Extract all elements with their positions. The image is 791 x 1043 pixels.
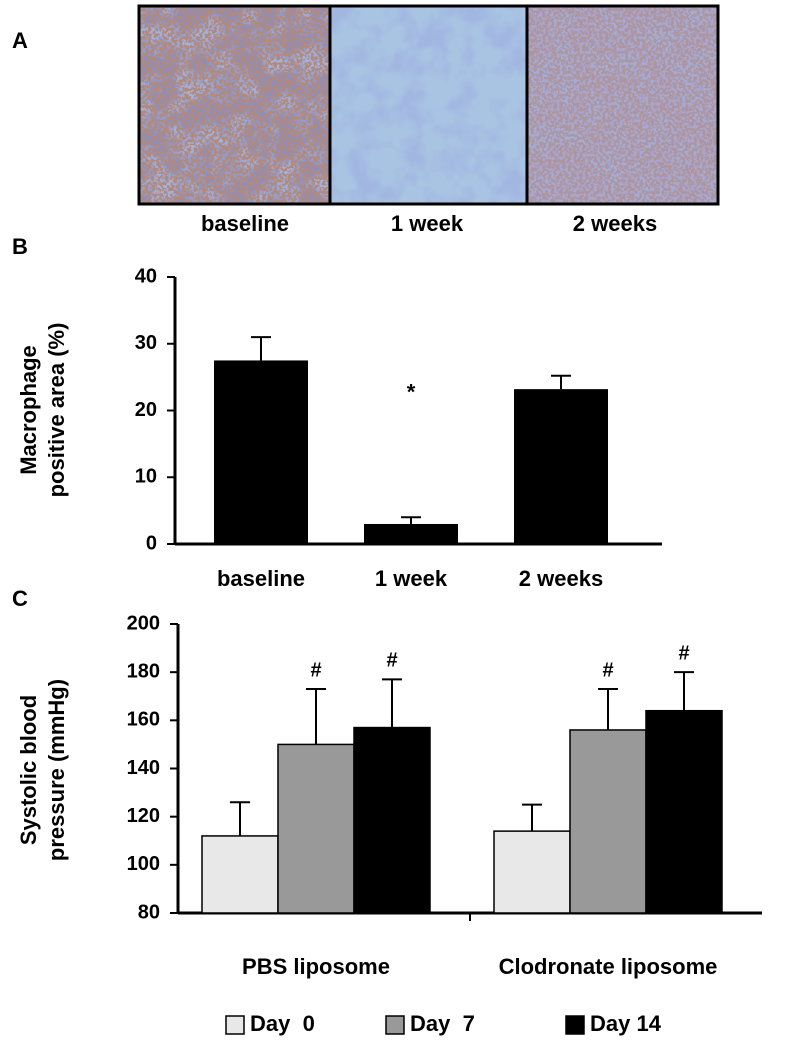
annotation: # [310,659,321,681]
y-tick-label: 80 [138,901,160,923]
panel-letter: A [12,28,28,53]
image-caption: 2 weeks [573,211,657,236]
y-tick-label: 200 [127,612,160,634]
bar [277,743,355,914]
y-axis-label-line: pressure (mmHg) [44,679,69,861]
legend-swatch [385,1015,405,1035]
y-tick-label: 120 [127,805,160,827]
bar [364,523,458,544]
y-tick-label: 10 [135,466,157,488]
y-axis-label-line: Macrophage [16,345,41,475]
legend-label: Day 0 [250,1011,315,1036]
x-tick-label: baseline [217,566,305,591]
y-axis-label-line: positive area (%) [44,323,69,498]
x-tick-label: 2 weeks [519,566,603,591]
annotation: # [678,642,689,664]
y-axis-label-line: Systolic blood [16,695,41,845]
y-tick-label: 40 [135,265,157,287]
x-tick-label: PBS liposome [242,954,390,979]
annotation: * [407,379,416,404]
legend-label: Day 14 [590,1011,662,1036]
annotation: # [602,659,613,681]
legend-label: Day 7 [410,1011,475,1036]
image-frame [137,4,720,206]
legend-swatch [565,1015,585,1035]
annotation: # [386,650,397,672]
y-tick-label: 30 [135,332,157,354]
y-tick-label: 0 [146,532,157,554]
bar [569,729,647,914]
y-axis-label: Systolic blood pressure (mmHg) [16,679,69,861]
bar [353,726,431,914]
x-tick-label: Clodronate liposome [499,954,718,979]
y-tick-label: 160 [127,709,160,731]
y-tick-label: 20 [135,399,157,421]
legend-swatch [225,1015,245,1035]
x-tick-label: 1 week [375,566,448,591]
image-caption: baseline [201,211,289,236]
micrograph [330,6,527,204]
bar [214,360,308,544]
bar [201,835,279,914]
y-tick-label: 180 [127,660,160,682]
y-axis-label: Macrophage positive area (%) [16,323,69,498]
y-tick-label: 100 [127,853,160,875]
panel-letter: B [12,234,28,259]
bar [493,830,571,914]
bar [514,389,608,544]
image-caption: 1 week [391,211,464,236]
micrograph [139,6,330,204]
bar [645,709,723,914]
panel-letter: C [12,586,28,611]
micrograph [527,6,718,204]
y-tick-label: 140 [127,757,160,779]
